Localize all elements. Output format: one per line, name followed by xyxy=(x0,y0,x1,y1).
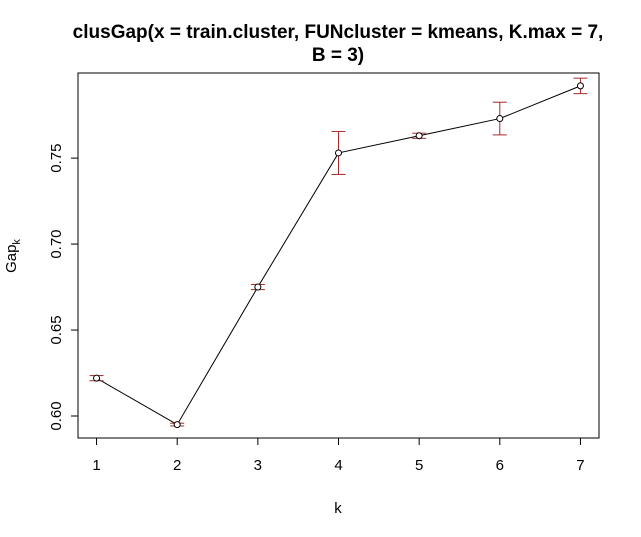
y-tick-label-0.65: 0.65 xyxy=(48,315,65,344)
y-axis-label-main: Gap xyxy=(3,245,20,273)
y-axis-label-subscript: k xyxy=(11,239,23,245)
x-axis: 1 2 3 4 5 6 7 xyxy=(92,437,585,474)
gap-point-k2 xyxy=(173,421,181,429)
gap-point-k7 xyxy=(576,82,584,90)
x-tick-label-4: 4 xyxy=(334,457,342,474)
y-tick-label-0.60: 0.60 xyxy=(48,401,65,430)
y-tick-label-0.75: 0.75 xyxy=(48,144,65,173)
gap-point-k4 xyxy=(335,149,342,157)
x-tick-label-7: 7 xyxy=(576,457,584,474)
plot-frame xyxy=(77,72,600,439)
x-tick-label-6: 6 xyxy=(496,457,504,474)
gap-point-k1 xyxy=(93,374,101,382)
svg-text:Gapk: Gapk xyxy=(3,239,23,273)
x-tick-label-3: 3 xyxy=(254,457,262,474)
x-axis-label: k xyxy=(334,500,342,517)
gap-point-k6 xyxy=(496,115,504,123)
x-tick-label-5: 5 xyxy=(415,457,423,474)
y-axis-label-group: Gapk xyxy=(3,239,23,273)
x-tick-label-2: 2 xyxy=(173,457,181,474)
y-axis: 0.60 0.65 0.70 0.75 xyxy=(48,144,79,431)
x-tick-label-1: 1 xyxy=(92,457,100,474)
chart-title-line-2: B = 3) xyxy=(312,45,364,66)
y-tick-label-0.70: 0.70 xyxy=(48,229,65,258)
chart-title-line-1: clusGap(x = train.cluster, FUNcluster = … xyxy=(73,22,604,43)
gap-series xyxy=(89,77,588,429)
gap-point-k3 xyxy=(254,283,262,291)
gap-point-k5 xyxy=(415,132,423,140)
